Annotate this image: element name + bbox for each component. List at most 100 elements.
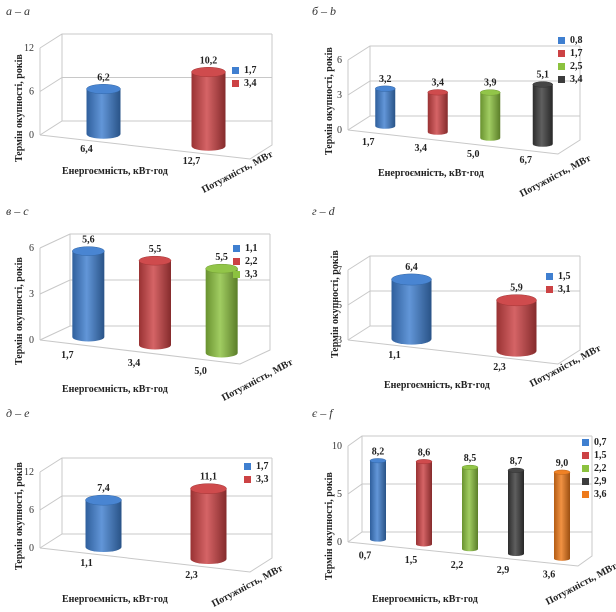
legend: 0,7 1,5 2,2 2,9 3,6 xyxy=(582,436,607,501)
data-label: 8,6 xyxy=(418,447,431,458)
x-axis-label: Енергоємність, кВт·год xyxy=(372,594,478,605)
legend-swatch xyxy=(244,462,251,470)
legend-label: 1,7 xyxy=(256,460,269,472)
bar-8-5 xyxy=(461,464,479,552)
legend-item: 2,5 xyxy=(558,60,583,72)
legend-swatch xyxy=(582,438,589,446)
data-label: 8,2 xyxy=(372,446,385,457)
legend-item: 2,9 xyxy=(582,475,607,487)
x-tick-label: 1,7 xyxy=(362,137,375,148)
legend-label: 2,9 xyxy=(594,475,607,487)
x-tick-label: 2,3 xyxy=(185,570,198,581)
legend: 1,5 3,1 xyxy=(546,270,571,296)
y-axis-label: Термін окупності, років xyxy=(330,250,341,358)
x-tick-label: 12,7 xyxy=(183,156,201,167)
bar-10-2 xyxy=(191,67,226,151)
x-tick-label: 2,2 xyxy=(451,560,464,571)
legend-item: 3,3 xyxy=(233,268,258,280)
legend-label: 2,2 xyxy=(594,462,607,474)
legend-label: 3,1 xyxy=(558,283,571,295)
chart-panel-f: 0 5 10 8,2 0,7 8,6 1,5 8,5 2,2 8,7 2,9 9,0 3,6 є – f Т… xyxy=(308,400,616,612)
y-tick-label: 7 xyxy=(337,265,342,276)
legend-item: 0,7 xyxy=(582,436,607,448)
legend-label: 3,3 xyxy=(256,473,269,485)
x-tick-label: 0,7 xyxy=(359,550,372,561)
legend-swatch xyxy=(244,475,251,483)
data-label: 10,2 xyxy=(200,55,218,66)
data-label: 8,5 xyxy=(464,453,477,464)
panel-title: а – a xyxy=(6,4,30,18)
legend: 0,8 1,7 2,5 3,4 xyxy=(558,34,583,86)
legend: 1,7 3,3 xyxy=(244,460,269,486)
panel-title: в – c xyxy=(6,204,29,218)
bar-7-4 xyxy=(85,494,122,553)
y-tick-label: 6 xyxy=(29,505,34,516)
legend-item: 3,3 xyxy=(244,473,269,485)
legend-swatch xyxy=(582,490,589,498)
data-label: 3,9 xyxy=(484,78,497,89)
panel-title: г – d xyxy=(312,204,335,218)
x-tick-label: 6,4 xyxy=(80,144,93,155)
y-tick-label: 0 xyxy=(337,537,342,548)
legend-item: 2,2 xyxy=(582,462,607,474)
bar-5-5 xyxy=(205,263,238,358)
bar-3-9 xyxy=(480,89,501,141)
chart-svg: 0 3 6 3,2 1,7 3,4 3,4 3,9 5,0 5,1 6,7 xyxy=(337,45,581,166)
y-tick-label: 3 xyxy=(29,289,34,300)
chart-svg: 0 6 12 6,2 6,4 10,2 12,7 xyxy=(24,33,273,167)
y-axis-label: Термін окупності, років xyxy=(14,257,25,365)
panel-title: є – f xyxy=(312,406,333,420)
legend-item: 1,5 xyxy=(546,270,571,282)
x-axis-label: Енергоємність, кВт·год xyxy=(62,594,168,605)
bar-3-2 xyxy=(375,85,396,129)
chart-svg: 3 5 7 6,4 1,1 5,9 2,3 xyxy=(337,255,581,373)
bar-5-6 xyxy=(72,246,105,342)
legend-swatch xyxy=(232,79,239,87)
legend-item: 1,7 xyxy=(232,64,257,76)
y-tick-label: 6 xyxy=(29,87,34,98)
legend-label: 3,3 xyxy=(245,268,258,280)
legend-swatch xyxy=(233,257,240,265)
legend-item: 3,4 xyxy=(232,77,257,89)
legend-label: 2,5 xyxy=(570,60,583,72)
legend-swatch xyxy=(233,270,240,278)
data-label: 7,4 xyxy=(97,483,110,494)
x-tick-label: 2,9 xyxy=(497,565,510,576)
legend-label: 2,2 xyxy=(245,255,258,267)
legend-item: 1,7 xyxy=(244,460,269,472)
legend-swatch xyxy=(558,49,565,57)
legend-item: 0,8 xyxy=(558,34,583,46)
grid xyxy=(39,33,273,160)
legend-item: 3,4 xyxy=(558,73,583,85)
x-axis-label: Енергоємність, кВт·год xyxy=(378,168,484,179)
bar-8-2 xyxy=(369,458,387,542)
bar-9-0 xyxy=(553,469,571,561)
y-tick-label: 12 xyxy=(24,43,34,54)
legend-item: 1,7 xyxy=(558,47,583,59)
y-tick-label: 3 xyxy=(337,335,342,346)
data-label: 8,7 xyxy=(510,456,523,467)
chart-panel-d: 3 5 7 6,4 1,1 5,9 2,3 г – d Термін окупності, ро… xyxy=(308,200,616,400)
legend-label: 1,7 xyxy=(570,47,583,59)
legend-swatch xyxy=(582,451,589,459)
bar-6-2 xyxy=(86,84,121,139)
data-label: 5,6 xyxy=(82,235,95,246)
legend-swatch xyxy=(558,62,565,70)
y-tick-label: 10 xyxy=(332,441,342,452)
legend-swatch xyxy=(558,36,565,44)
y-axis-label: Термін окупності, років xyxy=(14,54,25,162)
legend-item: 3,1 xyxy=(546,283,571,295)
y-tick-label: 3 xyxy=(337,90,342,101)
bar-5-5 xyxy=(138,255,172,350)
legend-label: 0,8 xyxy=(570,34,583,46)
legend-label: 1,7 xyxy=(244,64,257,76)
x-tick-label: 1,1 xyxy=(80,558,93,569)
legend-label: 3,4 xyxy=(244,77,257,89)
panel-title: б – b xyxy=(312,4,337,18)
y-tick-label: 0 xyxy=(29,543,34,554)
legend-swatch xyxy=(582,477,589,485)
data-label: 9,0 xyxy=(556,458,569,469)
x-axis-label: Енергоємність, кВт·год xyxy=(62,166,168,177)
legend-label: 0,7 xyxy=(594,436,607,448)
legend: 1,1 2,2 3,3 xyxy=(233,242,258,281)
